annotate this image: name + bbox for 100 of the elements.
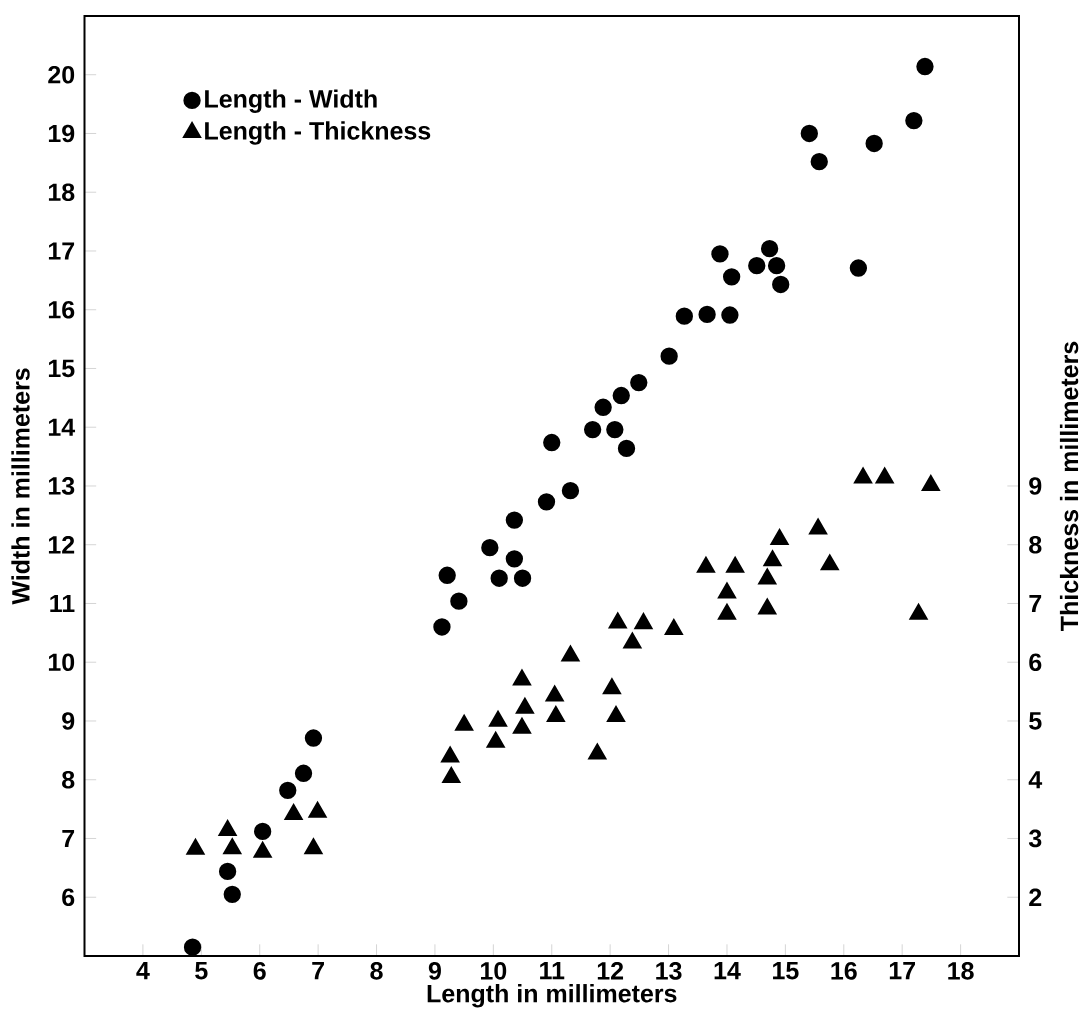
point <box>809 518 828 535</box>
point <box>284 804 303 821</box>
x-tick-label: 7 <box>312 961 324 980</box>
y-tick-label: 14 <box>48 418 76 436</box>
y-tick-label: 20 <box>48 65 75 84</box>
point <box>608 612 627 629</box>
y2-tick-label: 9 <box>1029 477 1042 495</box>
point <box>537 493 556 511</box>
point <box>545 685 564 702</box>
point <box>721 306 739 324</box>
point <box>450 592 468 610</box>
point <box>767 257 786 275</box>
point <box>561 645 580 662</box>
point <box>505 511 524 529</box>
x-tick-label: 18 <box>948 961 974 980</box>
point <box>594 398 612 416</box>
point <box>488 710 508 727</box>
x-tick-label: 11 <box>540 961 565 980</box>
point <box>513 569 532 587</box>
point <box>853 467 873 484</box>
y-tick-label: 16 <box>48 300 75 319</box>
point <box>916 57 934 76</box>
point <box>758 598 777 615</box>
point <box>486 731 505 748</box>
y-tick-label: 6 <box>62 888 75 907</box>
y-tick-label: 11 <box>50 594 75 613</box>
point <box>606 705 626 722</box>
point <box>660 347 678 365</box>
point <box>441 746 460 763</box>
point <box>546 705 565 722</box>
point <box>696 556 716 573</box>
y2-tick-label: 3 <box>1028 829 1042 848</box>
point <box>875 467 894 484</box>
point <box>253 841 272 858</box>
point <box>617 439 636 458</box>
x-tick-label: 10 <box>481 961 507 980</box>
y-tick-label: 13 <box>48 477 75 495</box>
point <box>675 307 693 325</box>
legend-label: Length - Width <box>205 89 377 113</box>
point <box>304 729 323 747</box>
point <box>800 124 818 143</box>
point <box>512 669 532 686</box>
point <box>588 743 607 760</box>
point <box>223 885 241 903</box>
point <box>634 613 653 630</box>
point <box>183 938 202 956</box>
point <box>304 838 323 855</box>
x-tick-label: 14 <box>714 961 741 980</box>
point <box>921 475 940 492</box>
y2-tick-label: 6 <box>1029 653 1042 672</box>
point <box>758 568 777 585</box>
x-tick-label: 17 <box>889 961 915 980</box>
y-tick-label: 19 <box>48 124 75 143</box>
point <box>711 245 729 263</box>
point <box>606 420 624 439</box>
y-tick-label: 8 <box>62 770 75 789</box>
point <box>218 819 237 836</box>
y-tick-label: 9 <box>62 712 75 730</box>
point <box>186 838 205 855</box>
point <box>253 822 272 841</box>
point <box>760 239 779 258</box>
point <box>909 603 928 620</box>
y-tick-label: 17 <box>48 242 75 260</box>
x-tick-label: 13 <box>656 961 682 980</box>
point <box>433 618 451 636</box>
point <box>865 134 883 153</box>
y2-axis-title: Thickness in millimeters <box>1059 341 1079 631</box>
point <box>490 569 508 587</box>
x-tick-label: 12 <box>597 961 624 980</box>
point <box>455 714 474 731</box>
y-tick-label: 7 <box>62 829 75 848</box>
point <box>630 373 648 392</box>
y2-tick-label: 4 <box>1028 771 1043 789</box>
x-tick-label: 15 <box>773 961 799 980</box>
point <box>442 767 461 784</box>
y-tick-label: 15 <box>48 359 75 378</box>
point <box>512 717 532 734</box>
point <box>294 764 313 782</box>
point <box>583 420 602 439</box>
y-axis-title: Width in millimeters <box>11 368 30 605</box>
point <box>772 275 790 294</box>
point <box>308 801 327 818</box>
y-tick-label: 10 <box>48 653 75 672</box>
x-tick-label: 5 <box>195 961 208 980</box>
x-tick-label: 9 <box>428 961 441 980</box>
y-tick-label: 18 <box>48 183 75 202</box>
point <box>722 268 741 286</box>
point <box>515 697 534 714</box>
point <box>717 603 737 620</box>
y2-tick-label: 8 <box>1029 535 1042 554</box>
point <box>505 550 524 568</box>
y2-tick-label: 5 <box>1029 712 1042 730</box>
x-tick-label: 8 <box>370 961 383 980</box>
point <box>698 305 716 324</box>
x-tick-label: 16 <box>831 961 857 980</box>
point <box>849 259 868 277</box>
y-tick-label: 12 <box>48 536 75 554</box>
x-tick-label: 6 <box>253 961 266 980</box>
y2-tick-label: 7 <box>1029 594 1042 613</box>
point <box>218 862 237 881</box>
